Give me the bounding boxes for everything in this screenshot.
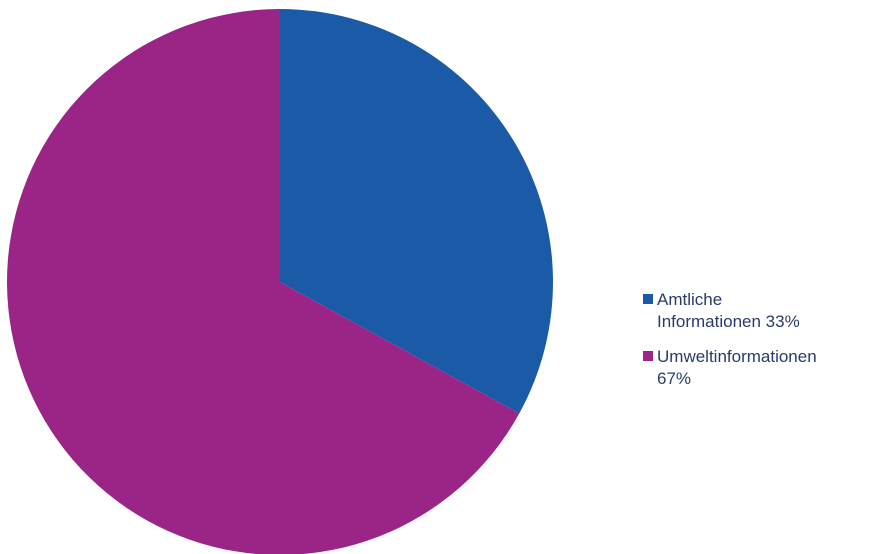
legend-swatch-umwelt xyxy=(643,351,653,361)
legend-label-amtliche-line1: Amtliche xyxy=(657,290,723,309)
pie-slice-amtliche xyxy=(280,9,554,414)
legend-label-amtliche-line2: Informationen 33% xyxy=(657,312,800,331)
legend-swatch-amtliche xyxy=(643,294,653,304)
pie-slice-umwelt xyxy=(7,9,520,554)
legend-item-amtliche: Amtliche Informationen 33% xyxy=(643,289,868,333)
legend-item-umwelt: Umweltinformationen 67% xyxy=(643,346,868,390)
legend: Amtliche Informationen 33% Umweltinforma… xyxy=(643,289,868,403)
legend-label-umwelt-line2: 67% xyxy=(657,369,692,388)
legend-label-umwelt-line1: Umweltinformationen xyxy=(657,347,817,366)
